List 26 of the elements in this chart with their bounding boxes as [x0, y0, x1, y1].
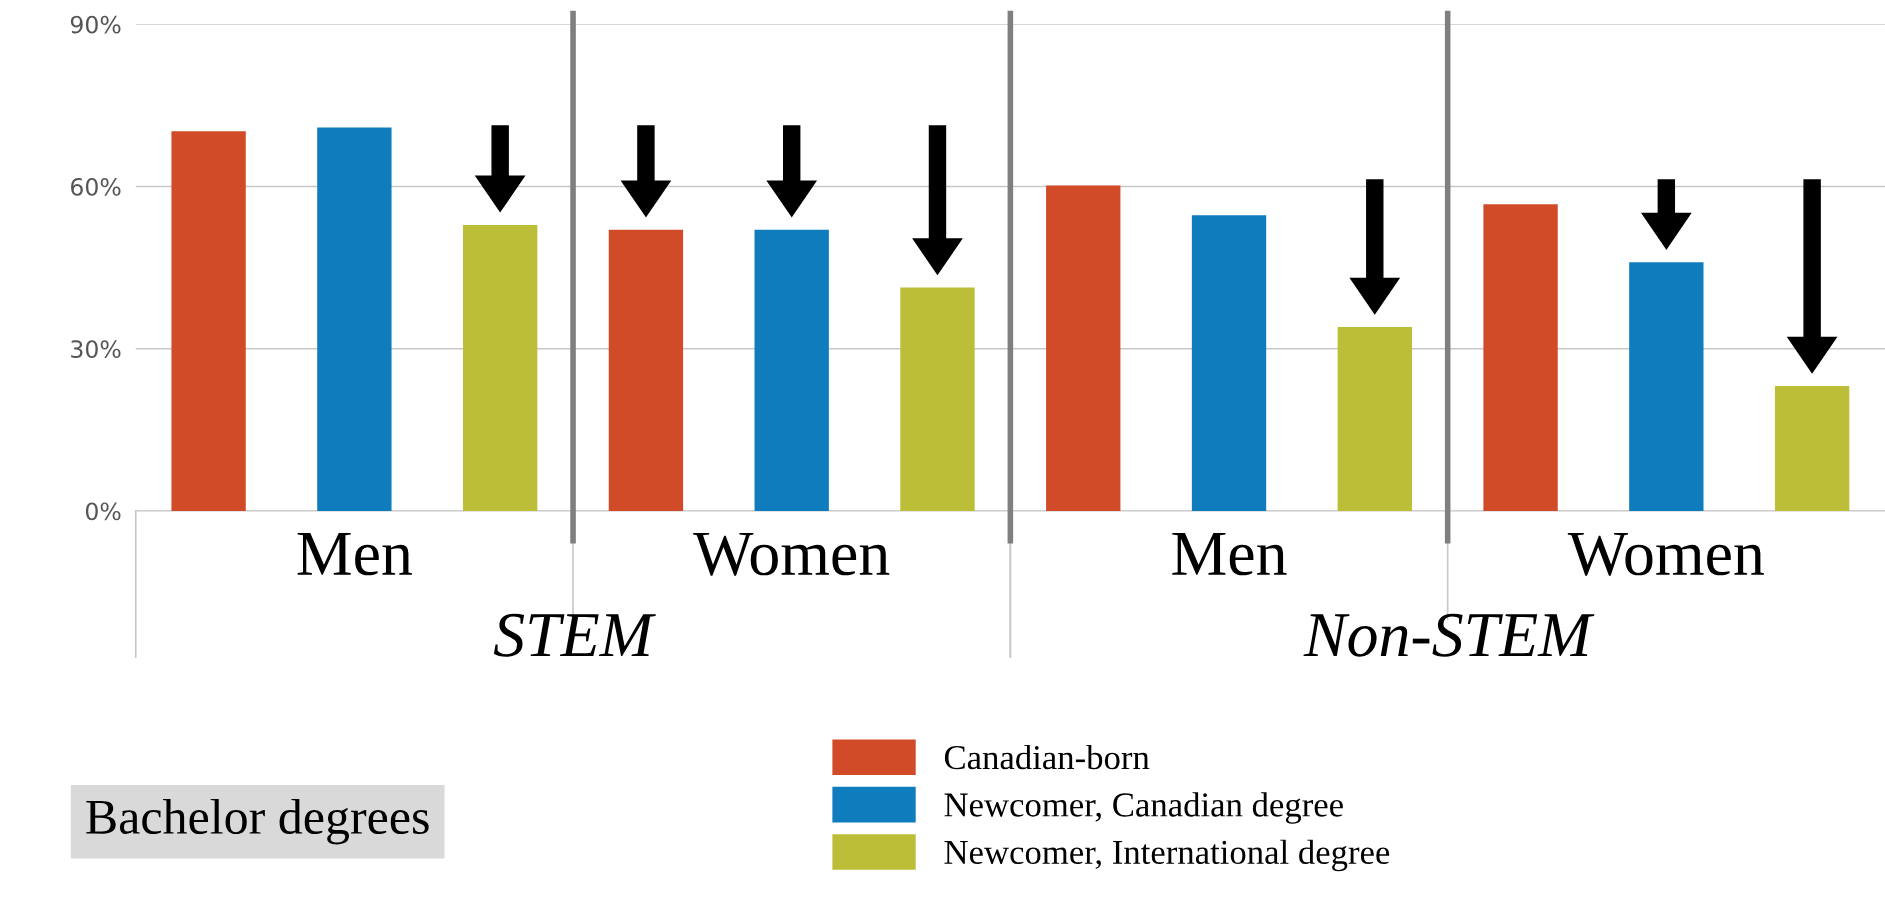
y-tick-label: 0% [85, 502, 121, 521]
bar [462, 224, 538, 511]
bar [317, 127, 392, 511]
bar [754, 229, 829, 511]
bar [1483, 204, 1558, 511]
bar [900, 287, 975, 511]
text: Bachelor degrees [86, 798, 429, 845]
y-tick-label: 60% [71, 177, 121, 196]
legend-label: Canadian-born [944, 744, 1150, 770]
x-tick-label: Women [693, 532, 890, 576]
bar [171, 131, 246, 511]
y-tick-label: 30% [71, 340, 121, 359]
x-tick-label: Women [1567, 532, 1764, 576]
text: Non-STEM [1303, 613, 1595, 657]
bar [1774, 386, 1850, 511]
bar [1629, 262, 1704, 511]
bar [1191, 215, 1267, 511]
x-tick-label: Men [297, 532, 412, 576]
legend-label: Newcomer, International degree [944, 839, 1390, 872]
x-tick-label: Men [1172, 532, 1287, 576]
y-tick-label: 90% [70, 15, 121, 34]
bar [608, 229, 684, 511]
legend-label: Newcomer, Canadian degree [944, 792, 1343, 824]
text: STEM [493, 613, 656, 657]
bar [1337, 327, 1412, 511]
bar [1046, 185, 1121, 511]
